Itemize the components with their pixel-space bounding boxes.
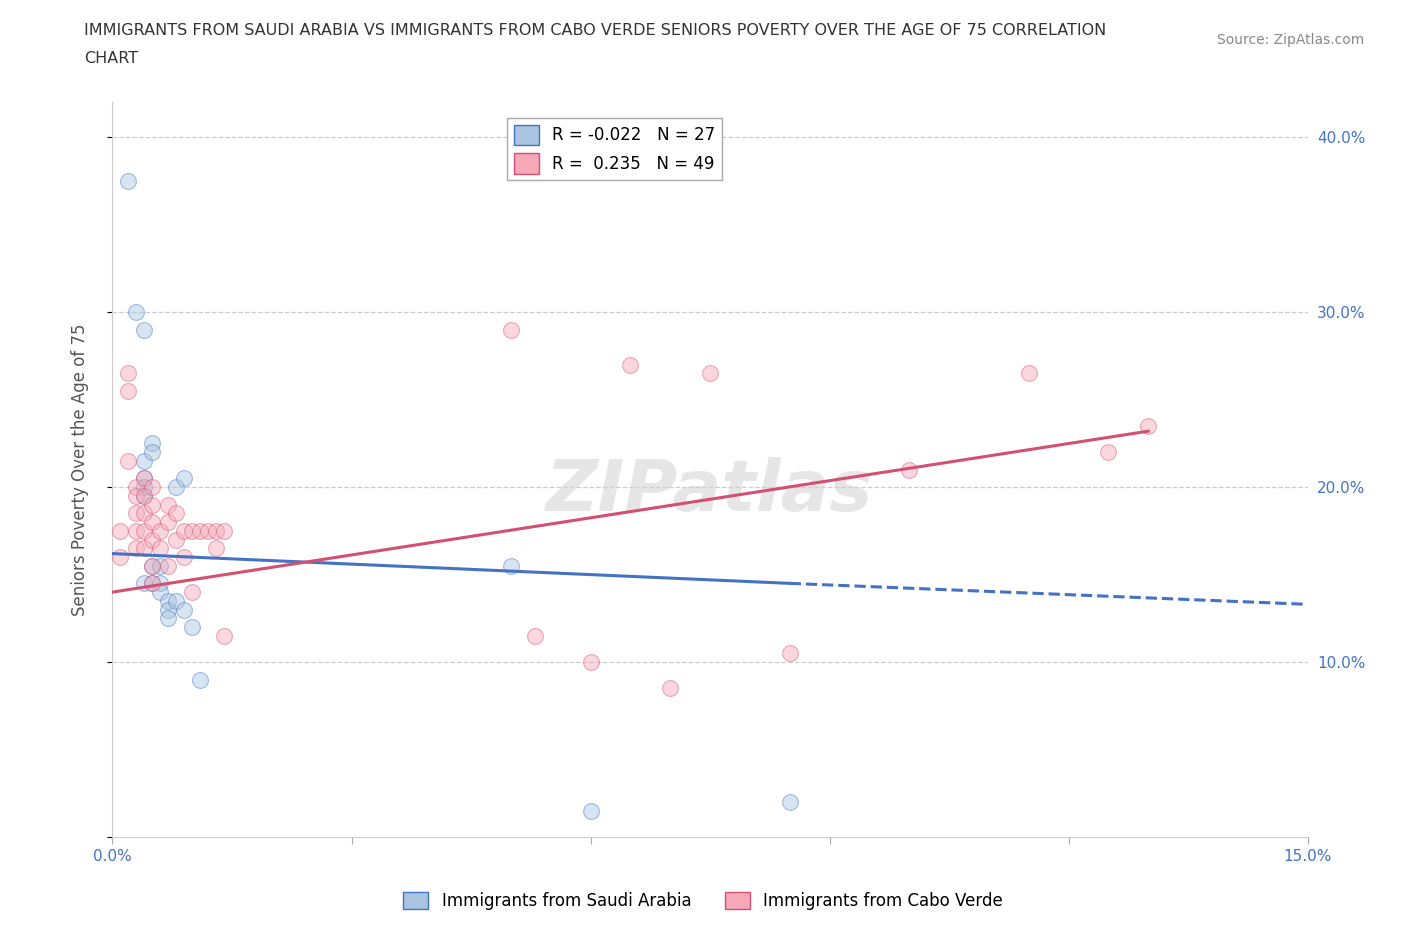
Point	[779, 794, 801, 809]
Point	[619, 357, 641, 372]
Point	[125, 488, 148, 503]
Point	[141, 445, 163, 459]
Point	[579, 804, 602, 818]
Point	[181, 524, 204, 538]
Point	[134, 488, 156, 503]
Legend: R = -0.022   N = 27, R =  0.235   N = 49: R = -0.022 N = 27, R = 0.235 N = 49	[508, 118, 721, 180]
Point	[125, 480, 148, 495]
Point	[181, 585, 204, 600]
Point	[1137, 418, 1160, 433]
Point	[157, 611, 180, 626]
Point	[134, 488, 156, 503]
Point	[157, 514, 180, 529]
Point	[134, 524, 156, 538]
Point	[134, 454, 156, 469]
Point	[499, 558, 522, 573]
Point	[141, 558, 163, 573]
Point	[523, 629, 546, 644]
Point	[898, 462, 921, 477]
Point	[117, 454, 139, 469]
Point	[110, 524, 132, 538]
Point	[141, 558, 163, 573]
Point	[134, 576, 156, 591]
Point	[205, 541, 228, 556]
Point	[149, 558, 172, 573]
Point	[1097, 445, 1119, 459]
Point	[125, 506, 148, 521]
Point	[149, 585, 172, 600]
Point	[134, 471, 156, 485]
Point	[205, 524, 228, 538]
Text: CHART: CHART	[84, 51, 138, 66]
Point	[165, 506, 187, 521]
Point	[134, 323, 156, 338]
Point	[173, 471, 195, 485]
Point	[141, 532, 163, 547]
Point	[165, 480, 187, 495]
Point	[117, 174, 139, 189]
Point	[1018, 366, 1040, 381]
Point	[188, 672, 211, 687]
Legend: Immigrants from Saudi Arabia, Immigrants from Cabo Verde: Immigrants from Saudi Arabia, Immigrants…	[396, 885, 1010, 917]
Point	[117, 383, 139, 398]
Point	[181, 619, 204, 634]
Point	[157, 602, 180, 617]
Point	[110, 550, 132, 565]
Point	[125, 524, 148, 538]
Point	[125, 541, 148, 556]
Point	[579, 655, 602, 670]
Text: IMMIGRANTS FROM SAUDI ARABIA VS IMMIGRANTS FROM CABO VERDE SENIORS POVERTY OVER : IMMIGRANTS FROM SAUDI ARABIA VS IMMIGRAN…	[84, 23, 1107, 38]
Point	[173, 524, 195, 538]
Point	[134, 506, 156, 521]
Point	[125, 305, 148, 320]
Point	[165, 532, 187, 547]
Text: ZIPatlas: ZIPatlas	[547, 458, 873, 526]
Point	[197, 524, 219, 538]
Point	[779, 646, 801, 661]
Text: Source: ZipAtlas.com: Source: ZipAtlas.com	[1216, 33, 1364, 46]
Y-axis label: Seniors Poverty Over the Age of 75: Seniors Poverty Over the Age of 75	[70, 324, 89, 616]
Point	[173, 550, 195, 565]
Point	[499, 323, 522, 338]
Point	[188, 524, 211, 538]
Point	[141, 576, 163, 591]
Point	[141, 480, 163, 495]
Point	[117, 366, 139, 381]
Point	[212, 524, 235, 538]
Point	[149, 576, 172, 591]
Point	[149, 524, 172, 538]
Point	[134, 480, 156, 495]
Point	[212, 629, 235, 644]
Point	[149, 541, 172, 556]
Point	[134, 471, 156, 485]
Point	[173, 602, 195, 617]
Point	[659, 681, 682, 696]
Point	[699, 366, 721, 381]
Point	[165, 593, 187, 608]
Point	[157, 558, 180, 573]
Point	[157, 498, 180, 512]
Point	[141, 514, 163, 529]
Point	[134, 541, 156, 556]
Point	[141, 498, 163, 512]
Point	[157, 593, 180, 608]
Point	[141, 436, 163, 451]
Point	[141, 576, 163, 591]
